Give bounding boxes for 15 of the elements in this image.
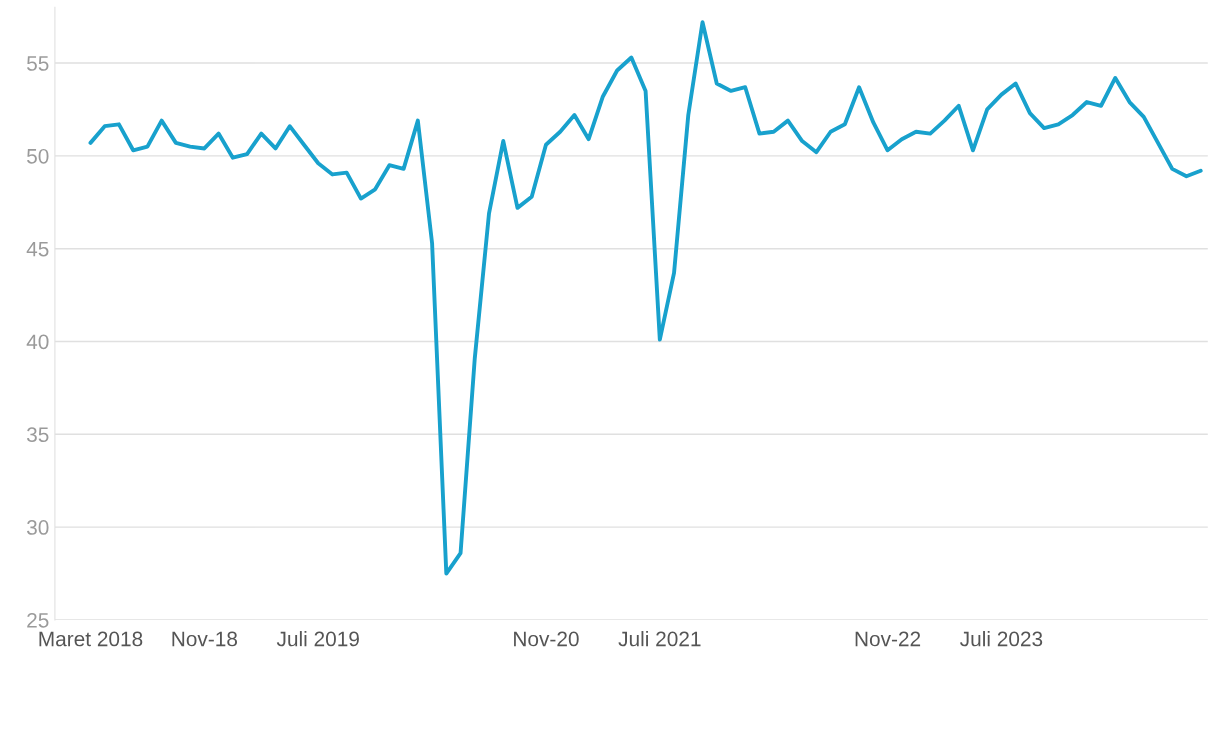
x-tick-label: Nov-20 bbox=[514, 631, 579, 647]
y-tick-label: 55 bbox=[27, 56, 49, 71]
y-tick-label: 40 bbox=[26, 334, 49, 350]
x-tick-label: Juli 2023 bbox=[960, 631, 1043, 647]
x-tick-label: Nov-22 bbox=[855, 631, 921, 647]
y-tick-label: 50 bbox=[27, 148, 49, 164]
y-tick-label: 45 bbox=[26, 241, 49, 257]
y-tick-label: 30 bbox=[26, 520, 49, 535]
x-tick-label: Juli 2021 bbox=[618, 631, 701, 647]
y-tick-label: 35 bbox=[26, 427, 49, 443]
y-tick-label: 25 bbox=[27, 612, 49, 628]
x-tick-label: Nov-18 bbox=[172, 631, 238, 647]
x-tick-label: Maret 2018 bbox=[39, 631, 143, 647]
x-tick-label: Juli 2019 bbox=[276, 631, 359, 647]
line-series bbox=[88, 20, 1203, 576]
